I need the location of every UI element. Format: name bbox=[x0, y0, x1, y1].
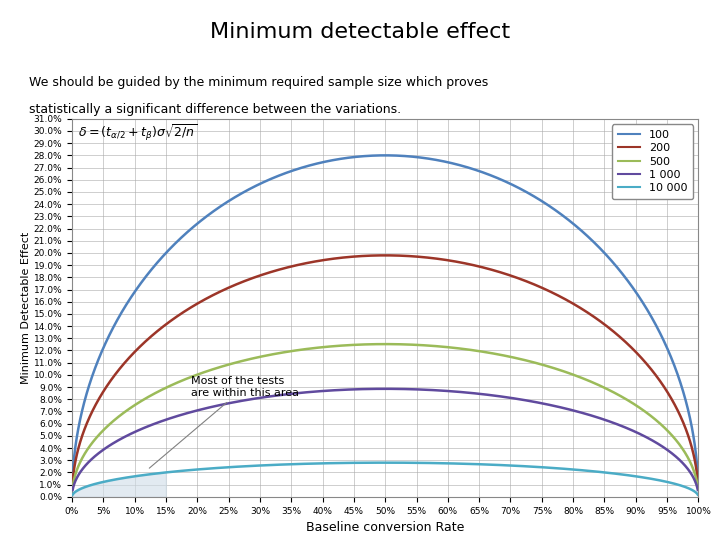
Legend: 100, 200, 500, 1 000, 10 000: 100, 200, 500, 1 000, 10 000 bbox=[612, 124, 693, 199]
X-axis label: Baseline conversion Rate: Baseline conversion Rate bbox=[306, 521, 464, 534]
Text: Minimum detectable effect: Minimum detectable effect bbox=[210, 22, 510, 42]
Text: $\delta = (t_{\alpha/2} + t_{\beta})\sigma\sqrt{2/n}$: $\delta = (t_{\alpha/2} + t_{\beta})\sig… bbox=[78, 123, 197, 143]
Text: Most of the tests
are within this area: Most of the tests are within this area bbox=[149, 376, 299, 468]
Y-axis label: Minimum Detectable Effect: Minimum Detectable Effect bbox=[21, 232, 31, 384]
Text: We should be guided by the minimum required sample size which proves: We should be guided by the minimum requi… bbox=[29, 76, 488, 89]
Text: statistically a significant difference between the variations.: statistically a significant difference b… bbox=[29, 103, 401, 116]
